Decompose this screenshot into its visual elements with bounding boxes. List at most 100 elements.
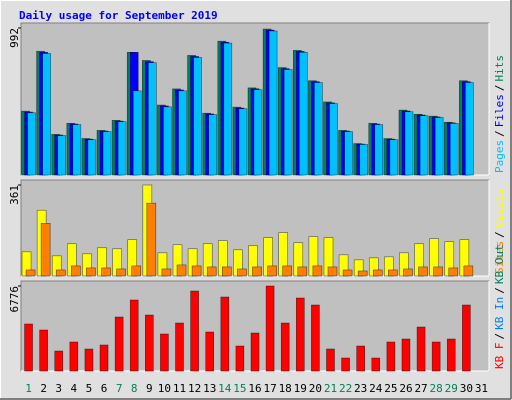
bar [191, 265, 202, 277]
bar [205, 331, 215, 372]
x-tick-label: 25 [384, 382, 397, 395]
bar [86, 267, 96, 277]
bar [148, 62, 157, 176]
bar [54, 350, 64, 372]
x-tick-label: 26 [399, 382, 412, 395]
bar [160, 333, 169, 372]
x-tick-label: 30 [460, 382, 473, 395]
bar [342, 269, 353, 277]
bar [175, 322, 184, 372]
bar [359, 144, 368, 176]
legend-entry: Files [493, 94, 506, 127]
x-tick-label: 5 [86, 382, 93, 395]
bar [87, 139, 97, 176]
bar [298, 52, 308, 176]
legend-entry: KB In [493, 297, 506, 330]
legend-separator: / [493, 287, 506, 294]
x-tick-label: 18 [279, 382, 292, 395]
bar [311, 304, 320, 372]
bar [265, 285, 275, 372]
legend-entry: Sites [493, 241, 506, 274]
bar [344, 131, 353, 176]
bar [84, 348, 94, 372]
legend-entry: Visits [493, 189, 506, 229]
legend-separator: / [493, 231, 506, 238]
bar [131, 265, 142, 277]
bar [341, 357, 350, 372]
bar [282, 265, 292, 277]
bar [283, 69, 293, 176]
bar [388, 269, 398, 277]
bar [314, 82, 323, 176]
x-tick-label: 10 [158, 382, 171, 395]
bar [386, 341, 396, 372]
x-tick-label: 27 [414, 382, 427, 395]
x-tick-label: 23 [354, 382, 367, 395]
bar [431, 341, 441, 372]
bar [327, 266, 338, 277]
bar [42, 53, 51, 176]
bar [419, 115, 429, 176]
bar [416, 326, 426, 372]
bar [25, 269, 36, 277]
bar [129, 299, 139, 372]
bar [24, 323, 33, 372]
bar [449, 123, 459, 176]
bar [403, 268, 413, 277]
bar [267, 265, 277, 277]
bar [102, 131, 112, 176]
bar [116, 268, 126, 277]
x-tick-label: 1 [25, 382, 32, 395]
bar [114, 316, 124, 372]
x-tick-label: 9 [146, 382, 153, 395]
bar [99, 344, 109, 372]
x-tick-label: 7 [116, 382, 123, 395]
bar [371, 357, 381, 372]
x-tick-label: 20 [309, 382, 322, 395]
x-tick-label: 2 [40, 382, 47, 395]
bar [238, 108, 248, 176]
x-tick-label: 29 [445, 382, 458, 395]
legend: Sites / Visits [493, 189, 506, 275]
bar [326, 348, 335, 372]
bar [101, 267, 111, 277]
x-tick-label: 8 [131, 382, 138, 395]
bar [27, 112, 36, 176]
bar [117, 121, 127, 176]
bar [69, 341, 79, 372]
bar [72, 124, 82, 176]
bar [223, 42, 233, 176]
bar [71, 265, 81, 277]
bar [237, 268, 247, 277]
bar [463, 265, 474, 277]
bar [329, 103, 338, 176]
bar [433, 266, 443, 277]
bar [55, 269, 66, 277]
bar [357, 270, 368, 277]
y-tick-label: 361 [8, 185, 21, 205]
legend-entry: Hits [493, 55, 506, 82]
bar [57, 135, 67, 176]
y-tick-label: 992 [8, 28, 21, 48]
x-tick-label: 19 [294, 382, 307, 395]
x-tick-label: 22 [339, 382, 352, 395]
x-tick-label: 16 [248, 382, 261, 395]
bar [465, 82, 474, 176]
bar [40, 223, 51, 277]
bar [193, 57, 202, 176]
bar [446, 338, 456, 372]
x-tick-label: 14 [218, 382, 232, 395]
legend-separator: / [493, 130, 506, 137]
bar [132, 90, 142, 176]
bar [222, 266, 232, 277]
bar [372, 269, 383, 277]
bar [220, 296, 230, 372]
bar [297, 266, 308, 277]
bar [145, 314, 154, 372]
bar [178, 90, 187, 176]
bar [312, 265, 323, 277]
legend: Pages / Files / Hits [493, 55, 506, 173]
bar [448, 267, 459, 277]
bar [295, 297, 305, 372]
